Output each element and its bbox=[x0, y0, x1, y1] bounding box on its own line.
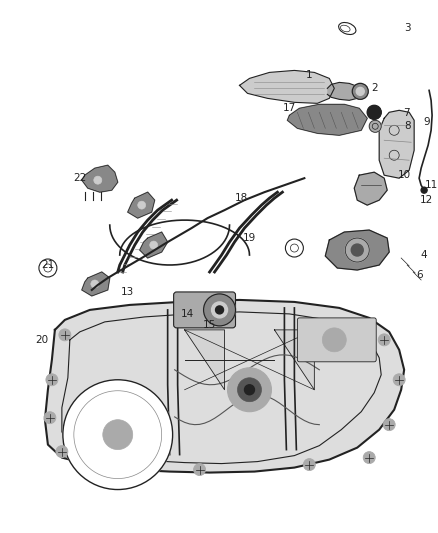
Circle shape bbox=[351, 244, 363, 256]
Polygon shape bbox=[128, 192, 155, 218]
Circle shape bbox=[194, 464, 205, 475]
Circle shape bbox=[91, 280, 99, 288]
Circle shape bbox=[150, 241, 158, 249]
Circle shape bbox=[421, 187, 427, 193]
Text: 8: 8 bbox=[404, 122, 410, 131]
Polygon shape bbox=[325, 230, 389, 270]
Text: 14: 14 bbox=[181, 309, 194, 319]
Circle shape bbox=[352, 83, 368, 99]
Polygon shape bbox=[354, 172, 387, 205]
Circle shape bbox=[59, 329, 71, 341]
Text: 20: 20 bbox=[35, 335, 49, 345]
Polygon shape bbox=[82, 272, 110, 296]
Polygon shape bbox=[240, 70, 334, 103]
FancyBboxPatch shape bbox=[297, 318, 376, 362]
Text: 21: 21 bbox=[41, 260, 54, 270]
Text: 12: 12 bbox=[420, 195, 433, 205]
Polygon shape bbox=[287, 104, 367, 135]
Polygon shape bbox=[45, 300, 404, 473]
Circle shape bbox=[322, 328, 346, 352]
Polygon shape bbox=[327, 83, 361, 100]
Circle shape bbox=[383, 419, 395, 431]
Polygon shape bbox=[140, 232, 168, 258]
Circle shape bbox=[367, 106, 381, 119]
Polygon shape bbox=[184, 330, 225, 390]
Text: 2: 2 bbox=[371, 83, 378, 93]
Text: 19: 19 bbox=[243, 233, 256, 243]
Circle shape bbox=[369, 120, 381, 132]
Circle shape bbox=[244, 385, 254, 395]
Text: 22: 22 bbox=[73, 173, 86, 183]
Text: 17: 17 bbox=[283, 103, 296, 114]
Circle shape bbox=[103, 419, 133, 450]
Circle shape bbox=[44, 411, 56, 424]
Text: 9: 9 bbox=[424, 117, 431, 127]
Text: 4: 4 bbox=[421, 250, 427, 260]
Text: 7: 7 bbox=[403, 108, 410, 118]
Text: 6: 6 bbox=[416, 270, 422, 280]
Circle shape bbox=[212, 302, 227, 318]
Circle shape bbox=[227, 368, 272, 411]
Circle shape bbox=[94, 176, 102, 184]
Polygon shape bbox=[379, 110, 414, 178]
Circle shape bbox=[378, 334, 390, 346]
Text: 11: 11 bbox=[424, 180, 438, 190]
Circle shape bbox=[56, 446, 68, 458]
Circle shape bbox=[215, 306, 223, 314]
Circle shape bbox=[304, 458, 315, 471]
Circle shape bbox=[363, 451, 375, 464]
Text: 3: 3 bbox=[404, 23, 410, 34]
Text: 13: 13 bbox=[121, 287, 134, 297]
Circle shape bbox=[46, 374, 58, 386]
Text: 1: 1 bbox=[306, 70, 313, 80]
Circle shape bbox=[138, 201, 146, 209]
Polygon shape bbox=[82, 165, 118, 192]
Circle shape bbox=[356, 87, 364, 95]
Circle shape bbox=[393, 374, 405, 386]
FancyBboxPatch shape bbox=[173, 292, 236, 328]
Circle shape bbox=[345, 238, 369, 262]
Text: 18: 18 bbox=[235, 193, 248, 203]
Circle shape bbox=[204, 294, 236, 326]
Polygon shape bbox=[275, 330, 314, 390]
Text: 15: 15 bbox=[203, 320, 216, 330]
Circle shape bbox=[63, 380, 173, 489]
Text: 10: 10 bbox=[398, 170, 411, 180]
Circle shape bbox=[237, 378, 261, 402]
